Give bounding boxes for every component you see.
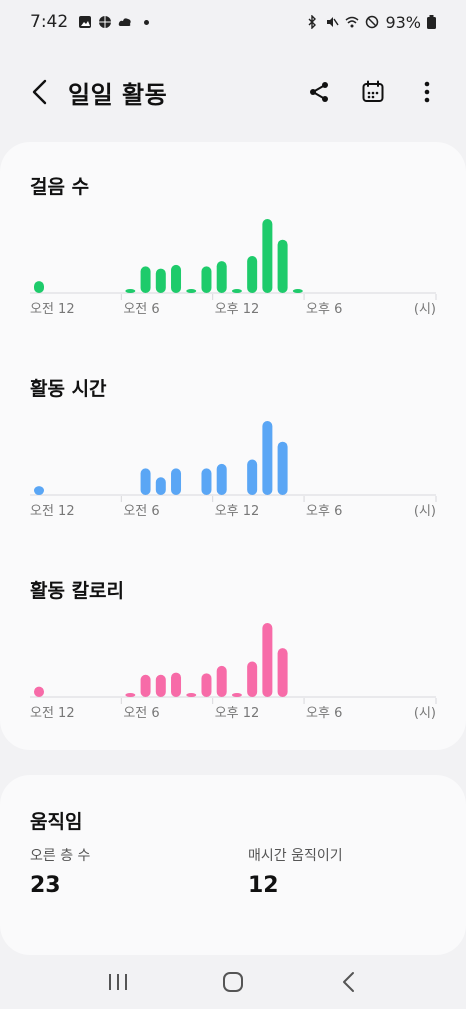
x-tick-label: 오후 12 — [215, 504, 260, 519]
mute-icon — [327, 17, 340, 27]
navigation-bar — [0, 955, 466, 1009]
chart-bar — [277, 441, 288, 495]
chart-bar — [34, 281, 44, 293]
active-time-chart-svg: 오전 12 오전 6 오후 12 오후 6 (시) — [30, 421, 437, 519]
calendar-icon — [362, 80, 384, 102]
movement-card[interactable]: 움직임 오른 층 수 23 매시간 움직이기 12 — [0, 775, 466, 955]
calories-chart[interactable]: 오전 12 오전 6 오후 12 오후 6 (시) 활동 칼로리 — [0, 576, 466, 746]
x-unit-label: (시) — [414, 706, 436, 721]
back-button[interactable] — [24, 76, 56, 108]
chart-bar — [155, 268, 166, 293]
floors-climbed-stat: 오른 층 수 23 — [30, 845, 90, 898]
x-tick-label: 오전 6 — [123, 504, 159, 519]
x-tick-label: 오전 12 — [30, 706, 75, 721]
x-tick-label: 오전 6 — [123, 706, 159, 721]
chart-bar — [34, 486, 44, 495]
chart-bar — [216, 665, 227, 697]
back-icon — [32, 79, 47, 105]
cloud-icon — [118, 18, 131, 26]
chart-bar — [201, 468, 212, 495]
chart-bar — [140, 266, 151, 293]
chart-bar — [247, 256, 258, 293]
chart-bar — [262, 219, 273, 293]
chart-bar — [247, 459, 258, 495]
steps-chart-svg: 오전 12 오전 6 오후 12 오후 6 (시) — [30, 219, 437, 317]
x-tick-label: 오후 6 — [306, 706, 342, 721]
calories-chart-title: 활동 칼로리 — [30, 580, 125, 602]
wifi-icon — [345, 16, 359, 28]
notification-dot — [144, 19, 150, 25]
x-tick-label: 오전 12 — [30, 504, 75, 519]
home-button[interactable] — [213, 962, 253, 1002]
chart-bar — [201, 673, 212, 697]
chart-bar — [231, 289, 242, 293]
x-tick-label: 오후 6 — [306, 504, 342, 519]
more-options-button[interactable] — [412, 77, 442, 107]
chart-bar — [125, 289, 136, 293]
movement-title: 움직임 — [30, 811, 83, 833]
chart-bar — [247, 661, 258, 697]
back-nav-button[interactable] — [328, 962, 368, 1002]
x-tick-label: 오후 12 — [215, 706, 260, 721]
hourly-movement-value: 12 — [248, 873, 279, 898]
chart-bar — [155, 477, 166, 495]
chart-bar — [171, 468, 182, 495]
x-unit-label: (시) — [414, 504, 436, 519]
chart-bar — [155, 674, 166, 697]
recent-apps-button[interactable] — [98, 962, 138, 1002]
battery-percent: 93% — [385, 12, 421, 32]
chart-bar — [216, 463, 227, 495]
hourly-movement-stat: 매시간 움직이기 12 — [248, 845, 343, 898]
chart-bar — [140, 674, 151, 697]
back-nav-icon — [343, 972, 355, 992]
battery-icon — [427, 15, 436, 29]
chart-bar — [34, 686, 44, 697]
chart-bar — [171, 264, 182, 293]
calories-chart-svg: 오전 12 오전 6 오후 12 오후 6 (시) — [30, 623, 437, 721]
status-time: 7:42 — [30, 12, 69, 32]
bluetooth-icon — [308, 15, 317, 29]
share-icon — [310, 82, 328, 102]
x-tick-label: 오후 12 — [215, 302, 260, 317]
share-button[interactable] — [304, 77, 334, 107]
x-unit-label: (시) — [414, 302, 436, 317]
steps-chart[interactable]: 오전 12 오전 6 오후 12 오후 6 (시) 걸음 수 — [0, 172, 466, 342]
do-not-disturb-icon — [366, 15, 379, 29]
recent-apps-icon — [108, 974, 127, 990]
chart-bar — [262, 623, 273, 697]
gallery-icon — [79, 16, 92, 28]
active-time-chart[interactable]: 오전 12 오전 6 오후 12 오후 6 (시) 활동 시간 — [0, 374, 466, 544]
basketball-icon — [99, 16, 112, 28]
floors-climbed-label: 오른 층 수 — [30, 848, 91, 864]
chart-bar — [277, 239, 288, 293]
chart-bar — [262, 421, 273, 495]
hourly-movement-label: 매시간 움직이기 — [248, 848, 343, 864]
steps-chart-title: 걸음 수 — [30, 176, 90, 198]
x-tick-label: 오전 6 — [123, 302, 159, 317]
chart-bar — [216, 261, 227, 293]
chart-bar — [186, 693, 197, 697]
chart-bar — [201, 266, 212, 293]
activity-charts-card[interactable]: 오전 12 오전 6 오후 12 오후 6 (시) 걸음 수 오전 12 오전 6 오후 1… — [0, 142, 466, 750]
floors-climbed-value: 23 — [30, 873, 61, 898]
chart-bar — [231, 693, 242, 697]
x-tick-label: 오후 6 — [306, 302, 342, 317]
app-bar: 일일 활동 — [0, 62, 466, 122]
status-bar: 7:42 93% — [0, 0, 466, 44]
calendar-button[interactable] — [358, 77, 388, 107]
chart-bar — [186, 289, 197, 293]
chart-bar — [125, 693, 136, 697]
chart-bar — [171, 672, 182, 697]
page-title: 일일 활동 — [68, 80, 168, 109]
x-tick-label: 오전 12 — [30, 302, 75, 317]
more-icon — [424, 81, 430, 103]
chart-bar — [292, 289, 303, 293]
chart-bar — [277, 648, 288, 697]
active-time-chart-title: 활동 시간 — [30, 378, 107, 400]
home-icon — [222, 972, 243, 992]
chart-bar — [140, 468, 151, 495]
